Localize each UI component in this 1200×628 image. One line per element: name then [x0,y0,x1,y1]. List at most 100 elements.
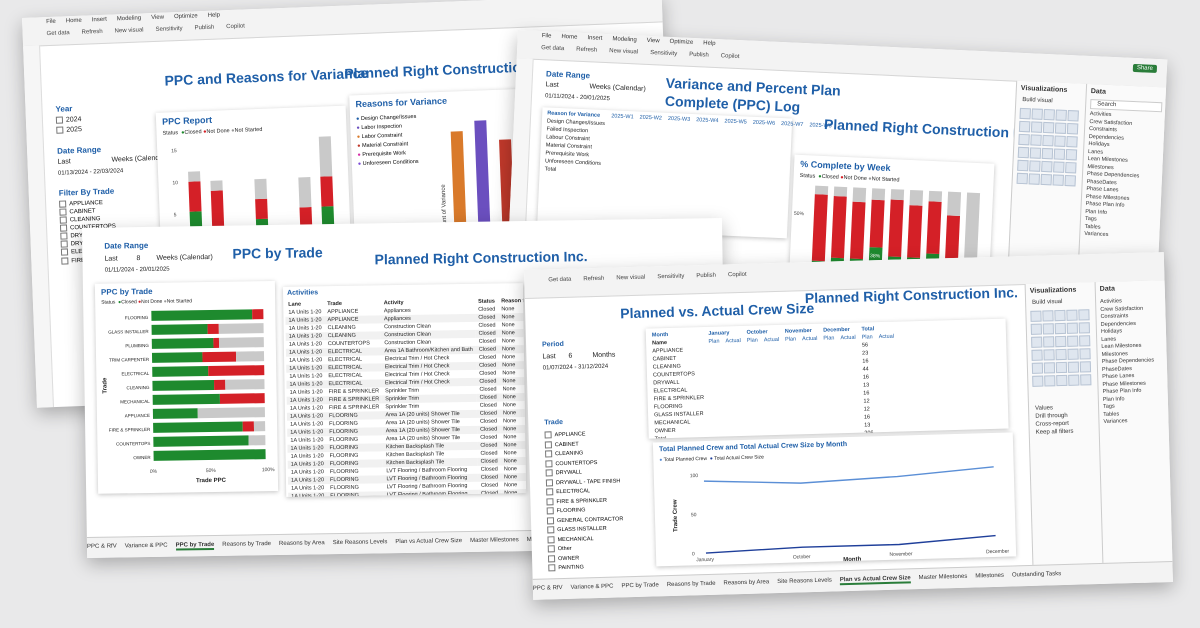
page-tab[interactable]: Reasons by Area [278,540,325,547]
trade-filter-item[interactable]: PAINTING [548,562,625,574]
ribbon-tool[interactable]: Refresh [576,46,598,54]
ribbon-tab[interactable]: Modeling [612,36,637,44]
page-tab[interactable]: Reasons by Area [723,579,770,587]
visual-type-icon[interactable] [1052,174,1064,186]
ribbon-tool[interactable]: Copilot [720,53,740,61]
ribbon-tab[interactable]: View [646,37,660,45]
visual-type-icon[interactable] [1017,146,1030,159]
visual-type-icon[interactable] [1043,362,1056,374]
visual-type-icon[interactable] [1080,374,1092,386]
visual-type-icon[interactable] [1018,133,1030,146]
visual-type-icon[interactable] [1055,335,1067,348]
visual-type-icon[interactable] [1041,147,1054,160]
ribbon-tab[interactable]: Home [561,33,578,41]
crew-line-card[interactable]: Total Planned Crew and Total Actual Crew… [652,432,1017,567]
visual-type-icon[interactable] [1066,136,1078,148]
visual-type-icon[interactable] [1031,349,1043,361]
page-tab[interactable]: Variance & PPC [124,542,168,550]
visual-type-icon[interactable] [1030,121,1043,133]
ribbon-tab[interactable]: Insert [587,35,603,42]
page-tab[interactable]: Outstanding Tasks [1011,571,1062,579]
visual-type-icon[interactable] [1042,310,1054,322]
visual-type-icon[interactable] [1067,361,1080,373]
visual-type-icon[interactable] [1054,135,1066,147]
ribbon-tab[interactable]: Help [703,40,716,47]
visual-type-icon[interactable] [1043,336,1055,348]
visual-type-icon[interactable] [1079,348,1091,360]
visual-type-icon[interactable] [1029,160,1041,172]
page-tab[interactable]: PPC by Trade [621,582,659,590]
visual-type-icon[interactable] [1066,322,1078,334]
date-text[interactable]: 01/13/2024 - 22/03/2024 [57,168,124,177]
period-last[interactable]: Last [542,353,556,361]
visual-type-icon[interactable] [1040,173,1053,186]
visual-type-icon[interactable] [1029,147,1042,159]
ribbon-tab[interactable]: File [541,33,552,40]
visual-type-icon[interactable] [1067,335,1079,347]
ppc-by-trade-card[interactable]: PPC by Trade Status ●Closed ●Not Done ●N… [94,280,279,494]
activities-card[interactable]: Activities Lane Trade Activity Status Reason… [282,283,527,497]
visual-type-icon[interactable] [1030,323,1043,335]
visual-type-icon[interactable] [1019,107,1031,120]
visual-type-icon[interactable] [1053,148,1066,160]
visual-type-icon[interactable] [1042,323,1054,335]
visual-type-icon[interactable] [1031,336,1043,348]
ribbon-tool[interactable]: Publish [688,51,709,59]
keep-filters-toggle[interactable]: Keep all filters [1035,428,1074,436]
visual-type-icon[interactable] [1032,375,1044,387]
date-last[interactable]: Last [545,81,559,89]
visual-type-icon[interactable] [1067,348,1079,360]
year-option[interactable]: 2024 [55,116,82,124]
ribbon-tool[interactable]: Get data [548,276,572,284]
share-button[interactable]: Share [1132,63,1158,74]
ribbon-tab[interactable]: Insert [91,16,107,24]
ribbon-tool[interactable]: Get data [541,45,565,53]
visual-type-icon[interactable] [1043,349,1055,361]
page-tab[interactable]: PPC & RfV [532,585,563,592]
visual-type-icon[interactable] [1065,161,1077,174]
page-tab[interactable]: Milestones [975,572,1005,580]
ribbon-tool[interactable]: Copilot [226,23,246,31]
ribbon-tool[interactable]: Refresh [81,28,103,36]
ribbon-tool[interactable]: Refresh [583,275,605,283]
visual-type-icon[interactable] [1055,348,1067,361]
ribbon-tool[interactable]: Sensitivity [155,25,183,33]
ribbon-tab[interactable]: File [46,18,56,26]
visual-type-icon[interactable] [1053,161,1065,173]
visual-type-icon[interactable] [1016,172,1029,185]
date-unit[interactable]: Weeks (Calendar) [156,253,213,262]
visual-type-icon[interactable] [1031,362,1044,374]
visual-type-icon[interactable] [1067,110,1079,122]
page-tab[interactable]: Plan vs Actual Crew Size [839,575,911,586]
visual-type-icon[interactable] [1055,109,1067,121]
ribbon-tool[interactable]: Copilot [727,271,747,279]
page-tab[interactable]: PPC by Trade [175,541,215,551]
page-tab[interactable]: Reasons by Trade [222,541,272,548]
ribbon-tab[interactable]: Modeling [116,15,142,23]
page-tab[interactable]: Plan vs Actual Crew Size [395,538,463,546]
ribbon-tool[interactable]: Sensitivity [650,50,678,58]
page-tab[interactable]: Master Milestones [470,537,519,544]
ribbon-tab[interactable]: Home [65,17,82,25]
ribbon-tool[interactable]: New visual [114,27,144,35]
visual-type-icon[interactable] [1079,335,1091,347]
date-last[interactable]: Last [104,255,118,263]
visual-type-icon[interactable] [1056,374,1068,387]
ribbon-tab[interactable]: Optimize [669,38,694,46]
visual-type-icon[interactable] [1030,134,1042,146]
visual-type-icon[interactable] [1054,122,1067,134]
ribbon-tool[interactable]: New visual [609,48,639,56]
visual-type-icon[interactable] [1031,108,1043,120]
visualizations-pane[interactable]: Visualizations Build visual Values Drill… [1024,282,1104,566]
visual-type-icon[interactable] [1064,174,1076,187]
visual-type-icon[interactable] [1044,375,1056,387]
period-unit[interactable]: Months [592,351,616,360]
ribbon-tool[interactable]: Publish [696,272,717,280]
visual-type-icon[interactable] [1079,361,1092,373]
visual-type-icon[interactable] [1054,309,1066,322]
ribbon-tool[interactable]: New visual [616,274,646,282]
page-tab[interactable]: PPC & RfV [86,543,117,550]
date-n[interactable]: 8 [136,255,141,263]
ribbon-tool[interactable]: Publish [194,24,215,32]
date-text[interactable]: 01/11/2024 - 20/01/2025 [544,93,611,103]
